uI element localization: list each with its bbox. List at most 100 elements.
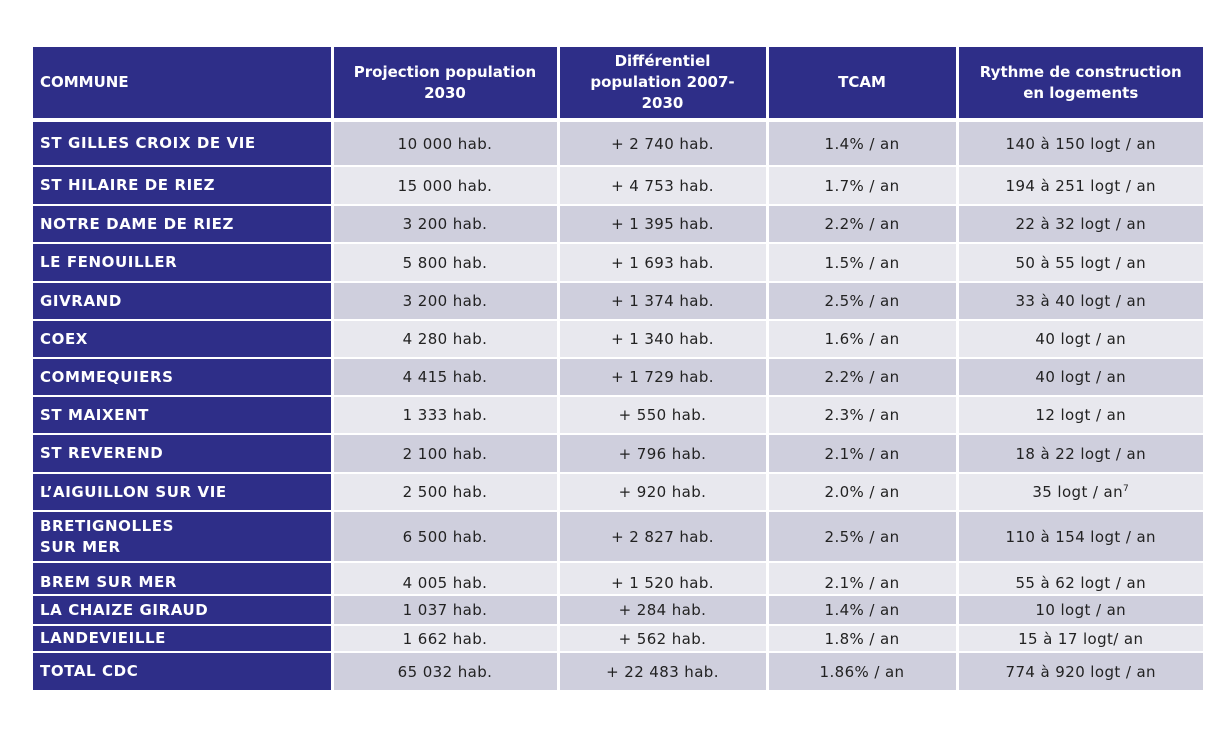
tcam-cell: 2.2% / an [767, 205, 959, 243]
table-header-row: COMMUNE Projection population 2030 Diffé… [33, 47, 1203, 120]
rythme-cell: 10 logt / an [957, 595, 1203, 625]
tcam-cell: 2.5% / an [767, 282, 959, 320]
differentiel-cell: + 1 693 hab. [558, 243, 769, 282]
differentiel-cell: + 2 740 hab. [558, 120, 769, 166]
differentiel-cell: + 920 hab. [558, 473, 769, 511]
rythme-cell: 55 à 62 logt / an [957, 562, 1203, 595]
differentiel-cell: + 562 hab. [558, 625, 769, 652]
header-rythme: Rythme de construction en logements [957, 47, 1203, 120]
tcam-cell: 2.1% / an [767, 434, 959, 473]
rythme-value: 35 logt / an [1032, 483, 1124, 501]
rythme-cell: 110 à 154 logt / an [957, 511, 1203, 562]
rythme-cell: 33 à 40 logt / an [957, 282, 1203, 320]
commune-cell: GIVRAND [33, 282, 334, 320]
projection-cell: 10 000 hab. [332, 120, 560, 166]
commune-cell: NOTRE DAME DE RIEZ [33, 205, 334, 243]
rythme-cell: 40 logt / an [957, 320, 1203, 358]
tcam-cell: 1.8% / an [767, 625, 959, 652]
table-row: ST GILLES CROIX DE VIE 10 000 hab. + 2 7… [33, 120, 1203, 166]
differentiel-cell: + 1 374 hab. [558, 282, 769, 320]
commune-cell: ST MAIXENT [33, 396, 334, 434]
differentiel-cell: + 1 340 hab. [558, 320, 769, 358]
projection-cell: 1 333 hab. [332, 396, 560, 434]
rythme-cell: 12 logt / an [957, 396, 1203, 434]
projection-cell: 3 200 hab. [332, 205, 560, 243]
header-tcam: TCAM [767, 47, 959, 120]
table-row: LE FENOUILLER 5 800 hab. + 1 693 hab. 1.… [33, 243, 1203, 282]
population-projection-table: COMMUNE Projection population 2030 Diffé… [33, 47, 1203, 690]
table-row: ST HILAIRE DE RIEZ 15 000 hab. + 4 753 h… [33, 166, 1203, 205]
header-commune: COMMUNE [33, 47, 334, 120]
table-row: LANDEVIEILLE 1 662 hab. + 562 hab. 1.8% … [33, 625, 1203, 652]
rythme-cell: 774 à 920 logt / an [957, 652, 1203, 690]
projection-cell: 1 662 hab. [332, 625, 560, 652]
differentiel-cell: + 550 hab. [558, 396, 769, 434]
differentiel-cell: + 1 395 hab. [558, 205, 769, 243]
differentiel-cell: + 22 483 hab. [558, 652, 769, 690]
rythme-cell: 194 à 251 logt / an [957, 166, 1203, 205]
projection-cell: 4 280 hab. [332, 320, 560, 358]
commune-cell: ST GILLES CROIX DE VIE [33, 120, 334, 166]
projection-cell: 2 100 hab. [332, 434, 560, 473]
table-row: BRETIGNOLLES SUR MER 6 500 hab. + 2 827 … [33, 511, 1203, 562]
table-row: BREM SUR MER 4 005 hab. + 1 520 hab. 2.1… [33, 562, 1203, 595]
tcam-cell: 1.6% / an [767, 320, 959, 358]
rythme-cell: 40 logt / an [957, 358, 1203, 396]
projection-cell: 3 200 hab. [332, 282, 560, 320]
rythme-cell: 50 à 55 logt / an [957, 243, 1203, 282]
commune-label: BRETIGNOLLES SUR MER [40, 516, 175, 556]
commune-cell: COEX [33, 320, 334, 358]
table-row: ST REVEREND 2 100 hab. + 796 hab. 2.1% /… [33, 434, 1203, 473]
tcam-cell: 1.7% / an [767, 166, 959, 205]
table-row: L’AIGUILLON SUR VIE 2 500 hab. + 920 hab… [33, 473, 1203, 511]
differentiel-cell: + 4 753 hab. [558, 166, 769, 205]
commune-cell: L’AIGUILLON SUR VIE [33, 473, 334, 511]
header-differentiel: Différentiel population 2007-2030 [558, 47, 769, 120]
table-row: COMMEQUIERS 4 415 hab. + 1 729 hab. 2.2%… [33, 358, 1203, 396]
table-row: COEX 4 280 hab. + 1 340 hab. 1.6% / an 4… [33, 320, 1203, 358]
commune-cell: BRETIGNOLLES SUR MER [33, 511, 334, 562]
commune-cell: LE FENOUILLER [33, 243, 334, 282]
commune-cell: LANDEVIEILLE [33, 625, 334, 652]
table-row-total: TOTAL CDC 65 032 hab. + 22 483 hab. 1.86… [33, 652, 1203, 690]
differentiel-cell: + 284 hab. [558, 595, 769, 625]
differentiel-cell: + 1 729 hab. [558, 358, 769, 396]
tcam-cell: 2.0% / an [767, 473, 959, 511]
tcam-cell: 1.4% / an [767, 120, 959, 166]
projection-cell: 2 500 hab. [332, 473, 560, 511]
table-row: LA CHAIZE GIRAUD 1 037 hab. + 284 hab. 1… [33, 595, 1203, 625]
projection-cell: 6 500 hab. [332, 511, 560, 562]
commune-cell: ST REVEREND [33, 434, 334, 473]
commune-cell: COMMEQUIERS [33, 358, 334, 396]
tcam-cell: 1.5% / an [767, 243, 959, 282]
rythme-cell: 22 à 32 logt / an [957, 205, 1203, 243]
header-differentiel-label: Différentiel population 2007-2030 [590, 52, 735, 112]
commune-cell: TOTAL CDC [33, 652, 334, 690]
header-projection: Projection population 2030 [332, 47, 560, 120]
projection-cell: 4 415 hab. [332, 358, 560, 396]
tcam-cell: 2.3% / an [767, 396, 959, 434]
projection-cell: 4 005 hab. [332, 562, 560, 595]
commune-cell: LA CHAIZE GIRAUD [33, 595, 334, 625]
tcam-cell: 2.2% / an [767, 358, 959, 396]
projection-cell: 65 032 hab. [332, 652, 560, 690]
tcam-cell: 1.86% / an [767, 652, 959, 690]
header-rythme-label: Rythme de construction en logements [979, 62, 1182, 102]
commune-cell: BREM SUR MER [33, 562, 334, 595]
table-row: GIVRAND 3 200 hab. + 1 374 hab. 2.5% / a… [33, 282, 1203, 320]
differentiel-cell: + 796 hab. [558, 434, 769, 473]
differentiel-cell: + 2 827 hab. [558, 511, 769, 562]
table-row: ST MAIXENT 1 333 hab. + 550 hab. 2.3% / … [33, 396, 1203, 434]
commune-cell: ST HILAIRE DE RIEZ [33, 166, 334, 205]
rythme-cell: 18 à 22 logt / an [957, 434, 1203, 473]
rythme-cell: 35 logt / an7 [957, 473, 1203, 511]
projection-cell: 15 000 hab. [332, 166, 560, 205]
header-projection-label: Projection population 2030 [353, 62, 537, 102]
tcam-cell: 2.5% / an [767, 511, 959, 562]
tcam-cell: 1.4% / an [767, 595, 959, 625]
projection-cell: 5 800 hab. [332, 243, 560, 282]
table-row: NOTRE DAME DE RIEZ 3 200 hab. + 1 395 ha… [33, 205, 1203, 243]
differentiel-cell: + 1 520 hab. [558, 562, 769, 595]
projection-cell: 1 037 hab. [332, 595, 560, 625]
tcam-cell: 2.1% / an [767, 562, 959, 595]
